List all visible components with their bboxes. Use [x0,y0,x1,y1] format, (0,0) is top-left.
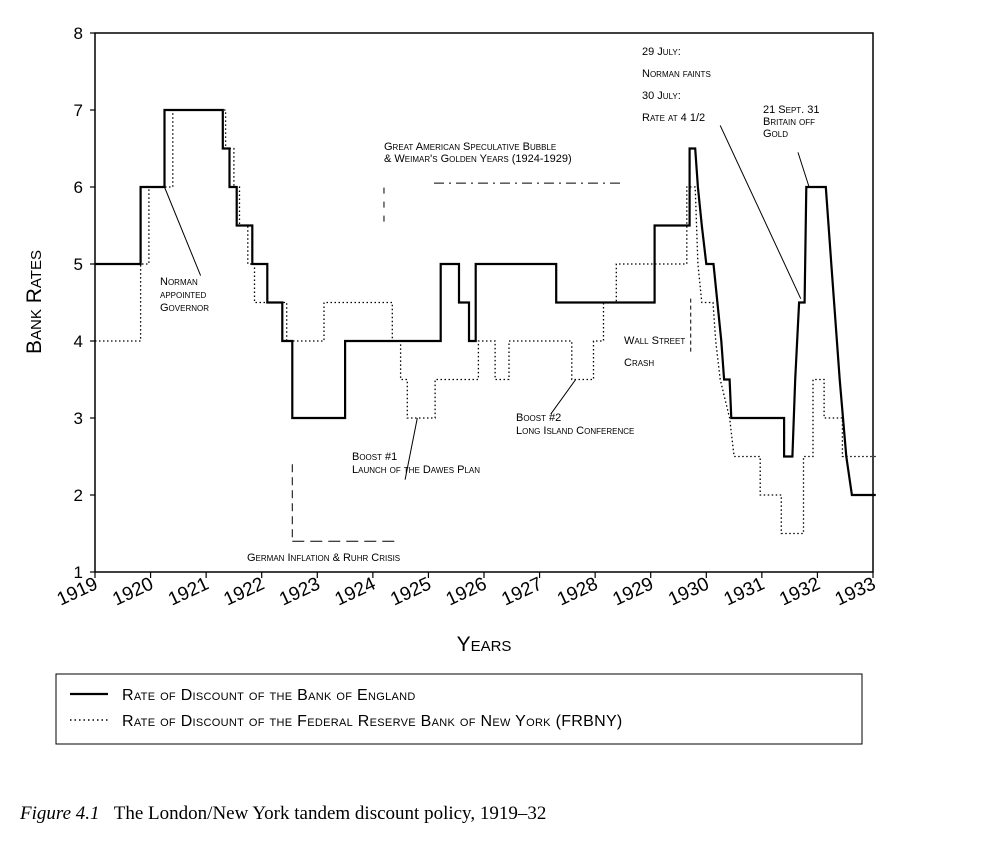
leader-boost-2 [550,379,577,415]
annotation-line: Launch of the Dawes Plan [352,464,480,476]
annotation-30-july: 30 July: [642,90,681,102]
annotation-line: Norman [160,276,198,288]
y-tick-label: 2 [74,486,83,505]
y-tick-label: 3 [74,409,83,428]
annotation-line: appointed [160,289,206,301]
legend-label-frbny: Rate of Discount of the Federal Reserve … [122,713,623,730]
series-line-frbny [95,109,876,535]
plot-frame [94,32,874,573]
annotation-line: Boost #1 [352,451,397,463]
annotation-line: Long Island Conference [516,425,634,437]
series-group [95,108,876,535]
leader-norman [164,186,202,276]
y-axis-title: Bank Rates [23,250,46,354]
leader-boost-1 [404,417,418,480]
x-tick-label: 1923 [276,573,323,610]
annotation-line: Gold [763,128,788,140]
series-line-bank-of-england [95,108,876,497]
leader-rate-4-half [719,125,802,299]
x-tick-label: 1925 [387,573,434,610]
x-tick-label: 1928 [554,573,601,610]
annotation-line: 21 Sept. 31 [763,104,820,116]
x-tick-label: 1926 [443,573,490,610]
annotation-german-inflation: German Inflation & Ruhr Crisis [247,552,400,564]
annotation-wall-street: Wall Street [624,335,685,347]
x-tick-label: 1933 [832,573,879,610]
y-tick-label: 8 [74,24,83,43]
legend-label-boe: Rate of Discount of the Bank of England [122,687,416,704]
annotation-line: Governor [160,302,209,314]
x-tick-label: 1929 [610,573,657,610]
annotation-29-july: 29 July: [642,46,681,58]
x-tick-label: 1920 [109,573,156,610]
x-tick-label: 1922 [221,573,268,610]
figure-caption-text: The London/New York tandem discount poli… [113,803,547,824]
annotation-boost-1: Boost #1 Launch of the Dawes Plan [352,451,480,476]
legend-box [55,673,863,745]
y-tick-label: 4 [74,332,83,351]
x-tick-label: 1921 [165,573,212,610]
figure-caption: Figure 4.1 The London/New York tandem di… [20,803,546,825]
annotation-rate-4-half: Rate at 4 1/2 [642,112,705,124]
annotation-norman: Norman appointed Governor [160,276,209,314]
annotation-norman-faints: Norman faints [642,68,711,80]
leader-britain-off-gold [797,152,810,188]
annotation-guides [164,125,810,542]
annotation-line: Britain off [763,116,815,128]
annotation-speculative-bubble: Great American Speculative Bubble & Weim… [384,141,572,165]
annotation-boost-2: Boost #2 Long Island Conference [516,412,634,437]
x-tick-label: 1927 [498,573,545,610]
y-tick-label: 1 [74,563,83,582]
y-tick-label: 5 [74,255,83,274]
x-axis-title: Years [457,633,512,656]
figure-label: Figure 4.1 [20,803,100,824]
x-tick-label: 1930 [665,573,712,610]
x-tick-label: 1924 [332,573,380,610]
y-tick-label: 6 [74,178,83,197]
x-tick-label: 1931 [721,573,768,610]
annotation-line: & Weimar's Golden Years (1924-1929) [384,153,572,165]
annotation-crash: Crash [624,357,654,369]
annotation-line: Great American Speculative Bubble [384,141,556,153]
y-tick-label: 7 [74,101,83,120]
annotation-line: Boost #2 [516,412,561,424]
x-tick-label: 1932 [776,573,823,610]
annotation-britain-off-gold: 21 Sept. 31 Britain off Gold [763,104,823,140]
